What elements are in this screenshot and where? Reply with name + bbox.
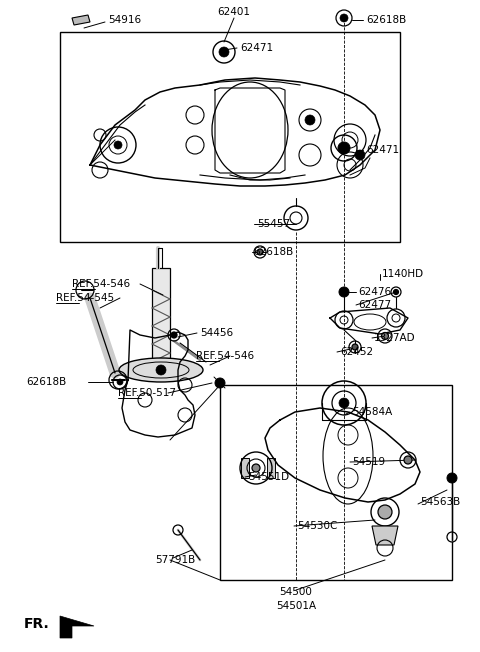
Text: 62618B: 62618B xyxy=(366,15,406,25)
Text: 62401: 62401 xyxy=(217,7,251,17)
Text: 62471: 62471 xyxy=(240,43,273,53)
Circle shape xyxy=(352,344,358,350)
Text: REF.54-546: REF.54-546 xyxy=(72,279,130,289)
Circle shape xyxy=(257,249,263,255)
Text: 54501A: 54501A xyxy=(276,601,316,611)
Text: 54551D: 54551D xyxy=(248,472,289,482)
Text: REF.50-517: REF.50-517 xyxy=(118,388,176,398)
Circle shape xyxy=(382,333,388,340)
Circle shape xyxy=(339,287,349,297)
Circle shape xyxy=(339,398,349,408)
Bar xyxy=(267,458,275,478)
Bar xyxy=(152,268,170,378)
Text: 1327AD: 1327AD xyxy=(374,333,416,343)
Circle shape xyxy=(171,332,177,338)
Polygon shape xyxy=(60,616,94,638)
Bar xyxy=(241,458,249,478)
Text: 62452: 62452 xyxy=(340,347,373,357)
Circle shape xyxy=(447,473,457,483)
Text: FR.: FR. xyxy=(24,617,50,631)
Text: 54563B: 54563B xyxy=(420,497,460,507)
Text: 62471: 62471 xyxy=(366,145,399,155)
Polygon shape xyxy=(372,526,398,545)
Bar xyxy=(60,32,400,242)
Circle shape xyxy=(114,141,122,149)
Circle shape xyxy=(340,14,348,22)
Text: 1140HD: 1140HD xyxy=(382,269,424,279)
Circle shape xyxy=(156,365,166,375)
Text: 54916: 54916 xyxy=(108,15,141,25)
Text: 54519: 54519 xyxy=(352,457,385,467)
Circle shape xyxy=(338,142,350,154)
Text: REF.54-546: REF.54-546 xyxy=(196,351,254,361)
Text: 54456: 54456 xyxy=(200,328,233,338)
Text: REF.54-545: REF.54-545 xyxy=(56,293,114,303)
Text: 62477: 62477 xyxy=(358,300,391,310)
Text: 54530C: 54530C xyxy=(297,521,337,531)
Circle shape xyxy=(215,378,225,388)
Circle shape xyxy=(378,505,392,519)
Bar xyxy=(220,385,452,580)
Text: 62476: 62476 xyxy=(358,287,391,297)
Circle shape xyxy=(252,464,260,472)
Polygon shape xyxy=(72,15,90,25)
Text: 54500: 54500 xyxy=(279,587,312,597)
Text: 57791B: 57791B xyxy=(155,555,195,565)
Text: 62618B: 62618B xyxy=(26,377,66,387)
Ellipse shape xyxy=(119,358,203,382)
Circle shape xyxy=(394,289,398,295)
Text: 55457: 55457 xyxy=(257,219,290,229)
Text: 62618B: 62618B xyxy=(253,247,293,257)
Circle shape xyxy=(404,456,412,464)
Circle shape xyxy=(305,115,315,125)
Circle shape xyxy=(219,47,229,57)
Text: 54584A: 54584A xyxy=(352,407,392,417)
Circle shape xyxy=(355,150,365,160)
Circle shape xyxy=(117,379,123,385)
